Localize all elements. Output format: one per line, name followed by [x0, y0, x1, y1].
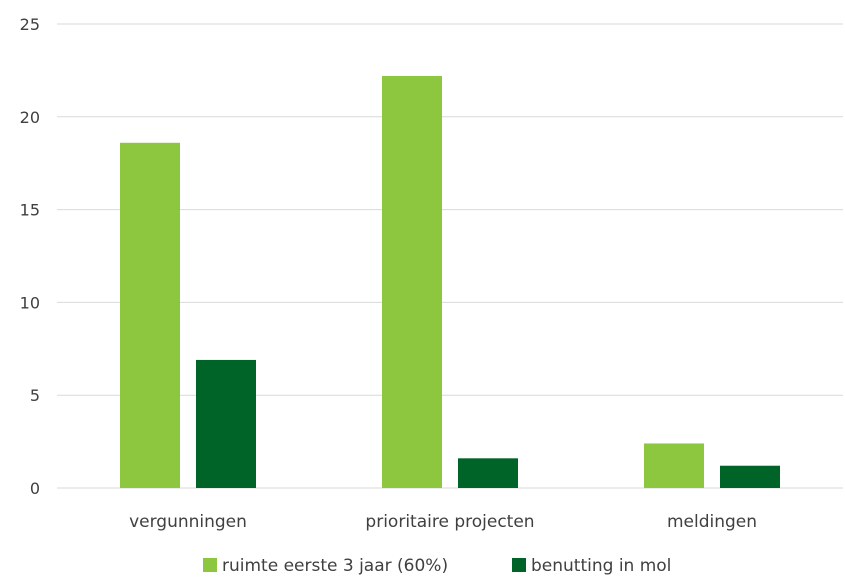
- legend: ruimte eerste 3 jaar (60%) benutting in m…: [203, 556, 671, 576]
- gridlines: [57, 23, 843, 489]
- y-tick-label: 0: [30, 479, 40, 498]
- y-tick-label: 25: [20, 15, 40, 34]
- bars: [120, 75, 780, 488]
- legend-label: ruimte eerste 3 jaar (60%): [222, 556, 448, 576]
- legend-swatch: [512, 558, 526, 572]
- legend-swatch: [203, 558, 217, 572]
- x-category-label: vergunningen: [129, 512, 247, 532]
- bar-benutting-2: [720, 465, 780, 488]
- bar-ruimte-0: [120, 142, 180, 488]
- x-category-label: meldingen: [667, 512, 757, 532]
- y-axis-tick-labels: 0 5 10 15 20 25: [20, 15, 40, 498]
- bar-benutting-0: [196, 359, 256, 488]
- bar-ruimte-2: [644, 443, 704, 488]
- x-category-label: prioritaire projecten: [365, 512, 534, 532]
- y-tick-label: 5: [30, 386, 40, 405]
- bar-benutting-1: [458, 458, 518, 488]
- legend-label: benutting in mol: [531, 556, 671, 576]
- bar-ruimte-1: [382, 75, 442, 488]
- y-tick-label: 20: [20, 108, 40, 127]
- x-axis-category-labels: vergunningen prioritaire projecten melding…: [129, 512, 757, 532]
- y-tick-label: 15: [20, 201, 40, 220]
- y-tick-label: 10: [20, 293, 40, 312]
